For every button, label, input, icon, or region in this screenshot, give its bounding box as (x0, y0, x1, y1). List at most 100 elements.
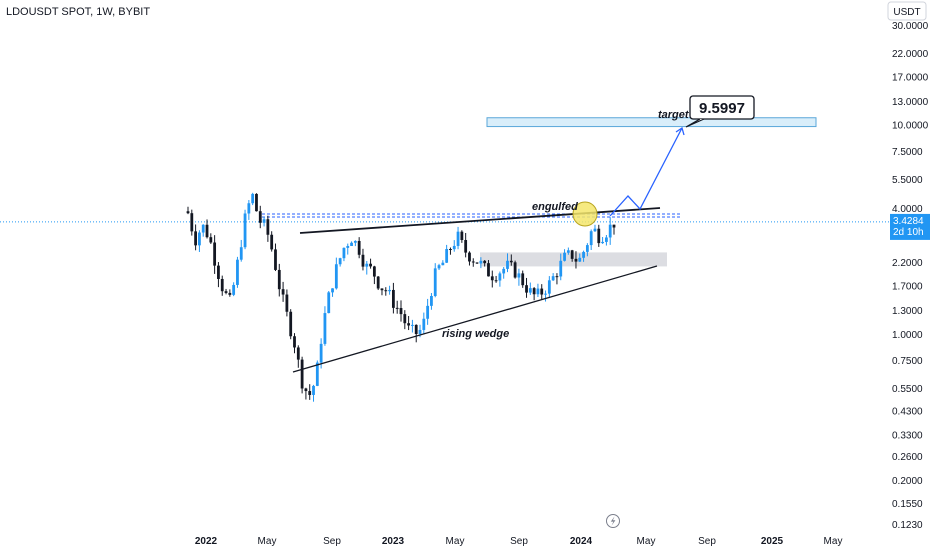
candle (255, 193, 258, 212)
candle (304, 387, 308, 400)
y-tick-label: 13.0000 (892, 97, 929, 108)
target-value: 9.5997 (699, 100, 745, 117)
candle (399, 300, 403, 322)
candle (388, 285, 391, 295)
candle (198, 230, 201, 252)
currency-unit-button[interactable]: USDT (887, 1, 927, 21)
candle (430, 293, 433, 310)
candle (544, 290, 547, 302)
y-tick-label: 1.3000 (892, 306, 923, 317)
candle (464, 232, 468, 258)
candle (266, 215, 270, 242)
candle (247, 200, 251, 220)
candle (384, 287, 388, 296)
candle (346, 243, 350, 255)
engulfed-label: engulfed (532, 201, 578, 213)
candle (483, 259, 487, 267)
candle (460, 230, 464, 243)
candle (509, 254, 513, 266)
y-tick-label: 0.3300 (892, 430, 923, 441)
candle (578, 253, 582, 263)
candle (521, 270, 525, 288)
target-callout: 9.5997 (685, 95, 755, 128)
candle (220, 275, 224, 296)
candle (270, 231, 274, 252)
candle (433, 263, 437, 298)
candle (403, 310, 407, 330)
candle (357, 237, 361, 259)
candle (498, 271, 502, 287)
candle (555, 273, 559, 285)
y-tick-label: 4.0000 (892, 204, 923, 215)
candle (456, 226, 460, 250)
candle (574, 251, 578, 269)
y-tick-label: 0.2600 (892, 452, 923, 463)
candle (452, 240, 456, 252)
candle (289, 309, 293, 340)
candle (243, 209, 247, 250)
candle (372, 265, 376, 285)
candle (395, 300, 399, 314)
candle (262, 216, 266, 227)
candle (449, 247, 452, 255)
candle (414, 324, 418, 343)
y-tick-label: 0.1230 (892, 520, 923, 531)
candle (258, 205, 262, 229)
currency-unit-label: USDT (893, 7, 920, 18)
projection-arrowhead (675, 126, 685, 136)
candle (300, 356, 304, 394)
candle (570, 249, 574, 262)
y-tick-label: 0.4300 (892, 406, 923, 417)
candle (608, 217, 612, 245)
candle (277, 263, 281, 297)
y-tick-label: 7.5000 (892, 147, 923, 158)
candle (593, 224, 597, 232)
candles (186, 192, 616, 402)
candle (471, 258, 475, 267)
candle (441, 260, 445, 266)
candle (274, 243, 277, 272)
y-tick-label: 1.7000 (892, 282, 923, 293)
candle (308, 384, 312, 400)
price-axis[interactable]: 30.0000 22.0000 17.0000 13.0000 10.0000 7.500… (892, 21, 929, 531)
y-tick-label: 1.0000 (892, 330, 923, 341)
candle (361, 248, 365, 271)
target-zone (486, 117, 817, 128)
candle (502, 267, 506, 279)
wedge-lower-line (292, 265, 658, 373)
candle (205, 219, 209, 239)
candle (494, 275, 498, 283)
candle (365, 261, 369, 275)
candle (582, 250, 585, 262)
candle (236, 256, 239, 288)
candle (411, 319, 414, 333)
candle (224, 288, 228, 295)
candle (479, 257, 483, 269)
x-tick-label: 2025 (761, 536, 784, 547)
candle (213, 235, 217, 274)
candle (285, 289, 289, 317)
candle (551, 273, 555, 282)
support-zone (480, 252, 667, 267)
x-tick-label: 2023 (382, 536, 405, 547)
candle (475, 262, 479, 264)
candle (194, 224, 198, 251)
candle (506, 253, 509, 273)
y-tick-label: 17.0000 (892, 73, 929, 84)
candle (490, 270, 494, 288)
wedge-upper-line (299, 207, 661, 234)
y-tick-label: 0.7500 (892, 356, 923, 367)
candle (547, 276, 551, 299)
candle (338, 257, 342, 267)
lightning-icon[interactable] (606, 514, 620, 528)
chart-title: LDOUSDT SPOT, 1W, BYBIT (6, 6, 150, 18)
y-tick-label: 0.5500 (892, 384, 923, 395)
y-tick-label: 0.1550 (892, 499, 923, 510)
candle (468, 251, 471, 266)
candle (426, 298, 430, 325)
x-tick-label: May (824, 536, 843, 547)
candle (487, 260, 490, 277)
candle (369, 258, 372, 269)
candle (209, 233, 213, 244)
time-axis[interactable]: 2022 May Sep 2023 May Sep 2024 May Sep 2025 May (195, 536, 843, 547)
